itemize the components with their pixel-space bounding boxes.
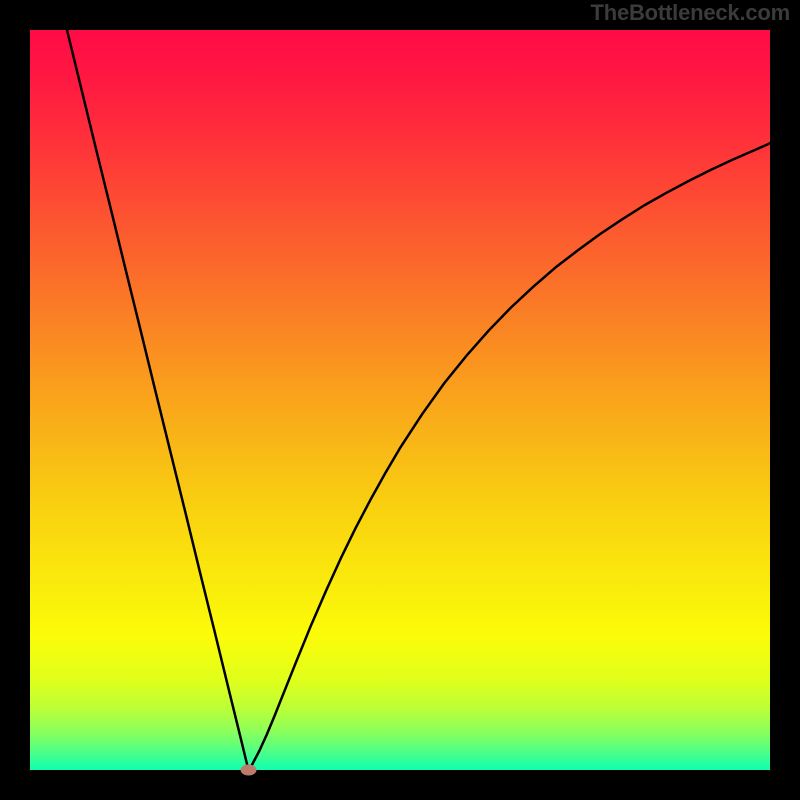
minimum-marker — [241, 765, 257, 776]
watermark-text: TheBottleneck.com — [590, 0, 790, 26]
plot-background — [30, 30, 770, 770]
bottleneck-chart-svg — [0, 0, 800, 800]
chart-canvas: TheBottleneck.com — [0, 0, 800, 800]
